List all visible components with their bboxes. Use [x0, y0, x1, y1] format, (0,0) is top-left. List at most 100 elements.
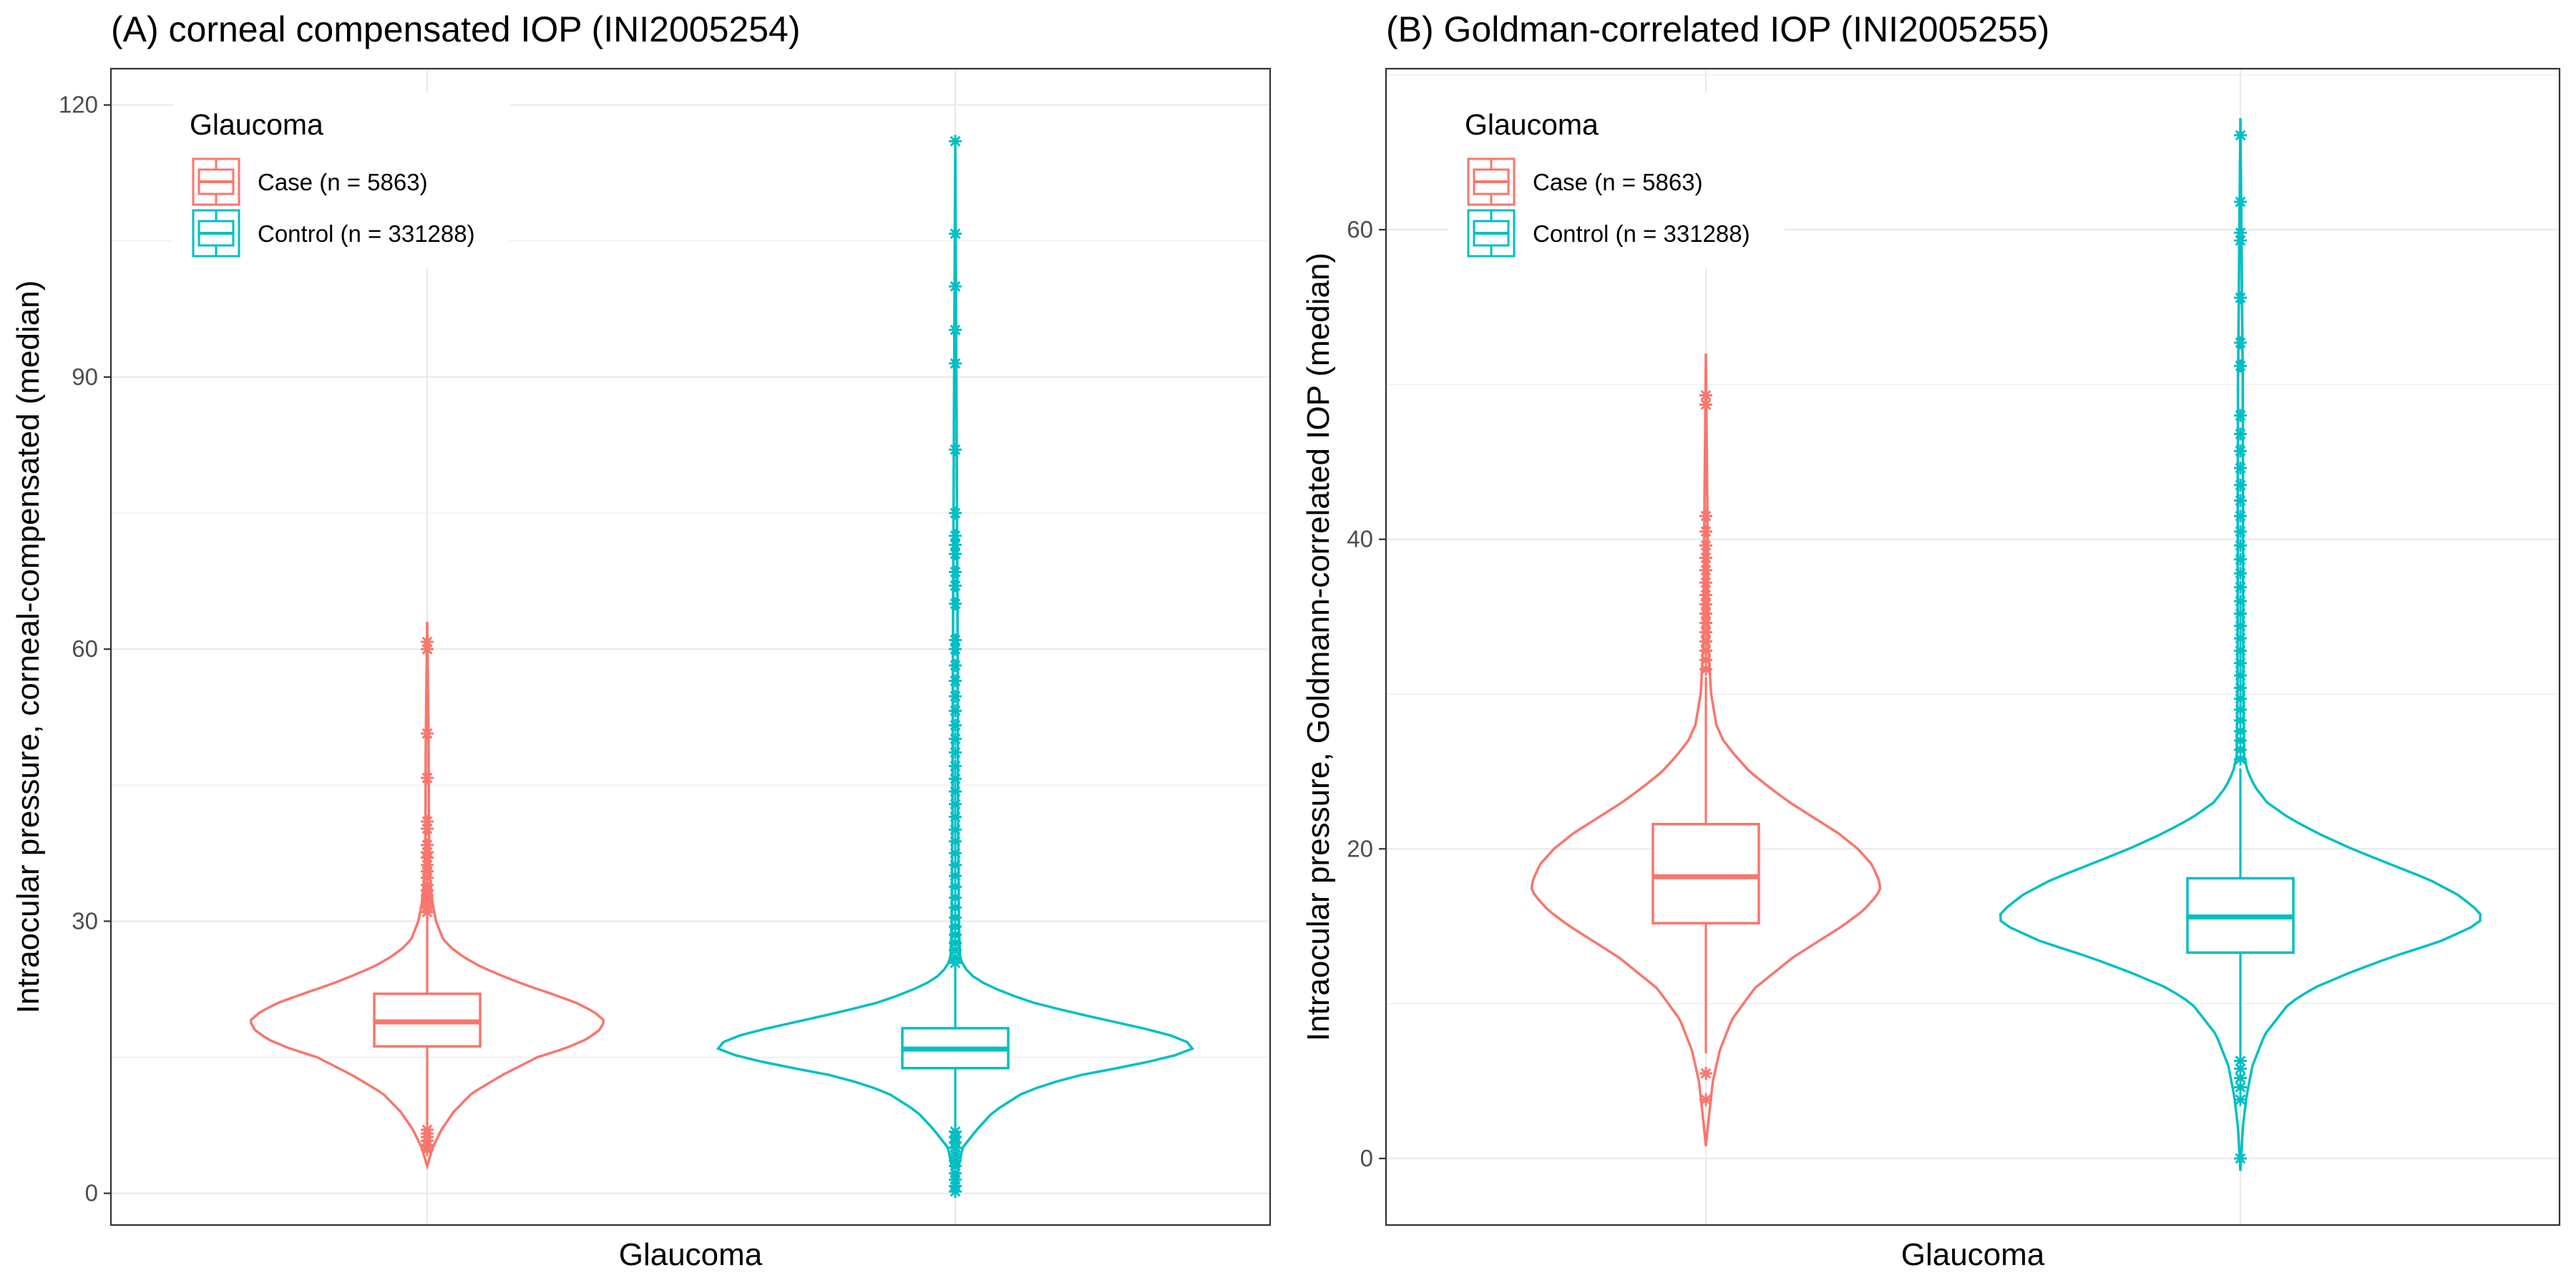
y-tick-label: 0 — [85, 1180, 98, 1206]
outlier-point — [2234, 409, 2247, 422]
outlier-point — [2234, 552, 2247, 566]
legend-key — [1467, 157, 1516, 206]
outlier-point — [1699, 1066, 1712, 1080]
outlier-point — [1699, 635, 1712, 648]
outlier-point — [949, 323, 962, 337]
outlier-point — [949, 936, 962, 950]
outlier-point — [949, 869, 962, 883]
outlier-point — [949, 690, 962, 703]
panel-a-plot-area — [250, 135, 1195, 1199]
outlier-point — [949, 227, 962, 240]
outlier-point — [949, 823, 962, 836]
outlier-point — [949, 674, 962, 688]
outlier-point — [2234, 478, 2247, 492]
outlier-point — [949, 529, 962, 542]
legend-key — [1467, 209, 1516, 258]
y-tick-label: 0 — [1360, 1145, 1373, 1171]
y-tick-label: 120 — [59, 92, 98, 118]
legend-label: Control (n = 331288) — [1533, 220, 1750, 247]
outlier-point — [949, 633, 962, 647]
violin-group — [250, 622, 605, 1171]
outlier-point — [1699, 644, 1712, 658]
panel-b-y-axis-label: Intraocular pressure, Goldmann-correlate… — [1301, 253, 1336, 1041]
panel-a-legend: Glaucoma Case (n = 5863) Control (n = 331… — [173, 93, 509, 268]
violin-outline — [1530, 353, 1882, 1146]
panel-b-legend: Glaucoma Case (n = 5863) Control (n = 331… — [1448, 93, 1785, 268]
panel-b-plot-area — [1530, 118, 2482, 1171]
legend-key — [192, 157, 240, 206]
outlier-point — [949, 880, 962, 894]
outlier-point — [2234, 724, 2247, 738]
outlier-point — [949, 759, 962, 773]
outlier-point — [2234, 1093, 2247, 1106]
outlier-point — [949, 785, 962, 799]
y-tick-label: 20 — [1347, 835, 1373, 862]
outlier-point — [2234, 427, 2247, 441]
outlier-point — [949, 891, 962, 904]
outlier-point — [949, 810, 962, 824]
outlier-point — [949, 565, 962, 579]
outlier-point — [949, 858, 962, 872]
outlier-point — [2234, 291, 2247, 305]
panel-b-x-axis-label: Glaucoma — [1901, 1237, 2045, 1272]
outlier-point — [2234, 195, 2247, 209]
outlier-point — [2234, 129, 2247, 142]
outlier-point — [2234, 619, 2247, 633]
panel-b-legend-title: Glaucoma — [1465, 108, 1599, 141]
outlier-point — [1699, 1093, 1712, 1106]
outlier-point — [949, 847, 962, 860]
outlier-point — [2234, 632, 2247, 645]
outlier-point — [949, 579, 962, 592]
legend-label: Case (n = 5863) — [1533, 169, 1703, 195]
violin-outline — [1999, 118, 2482, 1171]
outlier-point — [1699, 576, 1712, 590]
outlier-point — [1699, 663, 1712, 676]
outlier-point — [2234, 743, 2247, 756]
outlier-point — [2234, 669, 2247, 683]
violin-group — [716, 135, 1195, 1199]
panel-a: (A) corneal compensated IOP (INI2005254)… — [11, 9, 1272, 1272]
panel-a-legend-title: Glaucoma — [190, 108, 323, 141]
y-tick-label: 30 — [72, 907, 98, 934]
outlier-point — [949, 746, 962, 759]
outlier-point — [1699, 597, 1712, 611]
outlier-point — [421, 727, 434, 741]
outlier-point — [2234, 509, 2247, 523]
outlier-point — [949, 797, 962, 811]
outlier-point — [2234, 539, 2247, 552]
outlier-point — [949, 135, 962, 148]
panel-a-x-axis-label: Glaucoma — [619, 1237, 763, 1272]
outlier-point — [2234, 525, 2247, 538]
outlier-point — [2234, 336, 2247, 349]
outlier-point — [2234, 494, 2247, 507]
panel-b-y-axis: 0 20 40 60 — [1347, 216, 1386, 1171]
panel-a-y-axis: 0 30 60 90 120 — [59, 92, 111, 1206]
legend-label: Case (n = 5863) — [258, 169, 428, 195]
outlier-point — [1699, 563, 1712, 577]
outlier-point — [949, 732, 962, 746]
outlier-point — [949, 280, 962, 293]
outlier-point — [2234, 607, 2247, 620]
outlier-point — [2234, 226, 2247, 240]
y-tick-label: 40 — [1347, 526, 1373, 552]
outlier-point — [2234, 1054, 2247, 1068]
y-tick-label: 60 — [72, 635, 98, 662]
y-tick-label: 90 — [72, 364, 98, 390]
outlier-point — [2234, 567, 2247, 580]
outlier-point — [421, 771, 434, 785]
outlier-point — [949, 704, 962, 718]
outlier-point — [949, 772, 962, 786]
outlier-point — [1699, 588, 1712, 602]
violin-group — [1999, 118, 2482, 1171]
outlier-point — [2234, 580, 2247, 594]
outlier-point — [1699, 539, 1712, 552]
outlier-point — [949, 597, 962, 610]
outlier-point — [949, 834, 962, 848]
outlier-point — [2234, 692, 2247, 706]
legend-label: Control (n = 331288) — [258, 220, 475, 247]
outlier-point — [949, 718, 962, 732]
outlier-point — [2234, 444, 2247, 458]
outlier-point — [2234, 713, 2247, 727]
outlier-point — [949, 356, 962, 370]
